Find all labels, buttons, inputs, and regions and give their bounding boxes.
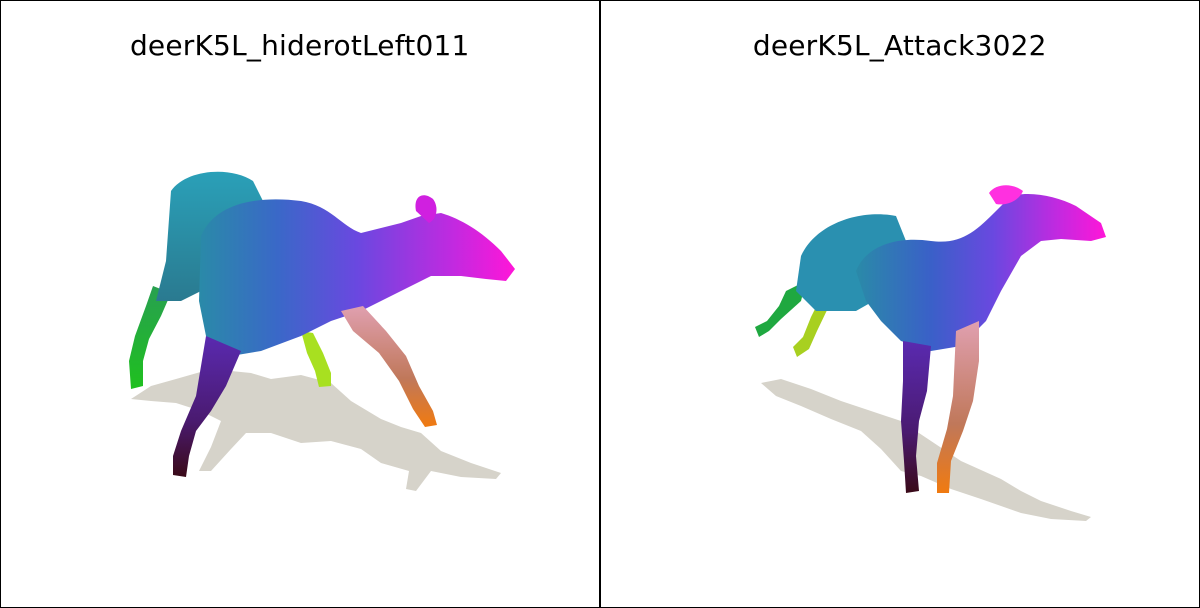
deer-ear xyxy=(988,185,1023,205)
shadow-left xyxy=(131,369,501,491)
panel-title-left: deerK5L_hiderotLeft011 xyxy=(129,29,470,62)
deer-ear xyxy=(415,195,437,223)
hind-leg-front xyxy=(173,336,241,477)
foreleg-back xyxy=(792,301,829,357)
hind-leg-back xyxy=(129,286,171,389)
foreleg-back xyxy=(301,331,331,387)
deer-render-right xyxy=(754,185,1106,521)
deer-body xyxy=(199,199,515,356)
shadow-right xyxy=(760,379,1091,521)
panel-left: deerK5L_hiderotLeft011 xyxy=(1,1,601,607)
panel-title-right: deerK5L_Attack3022 xyxy=(752,29,1047,62)
foreleg-front xyxy=(936,321,979,493)
deer-render-left xyxy=(129,171,515,491)
deer-body xyxy=(855,194,1106,351)
panel-right: deerK5L_Attack3022 xyxy=(601,1,1200,607)
hind-leg-front xyxy=(900,341,931,493)
hind-leg-back xyxy=(754,281,806,337)
foreleg-front xyxy=(341,306,437,427)
